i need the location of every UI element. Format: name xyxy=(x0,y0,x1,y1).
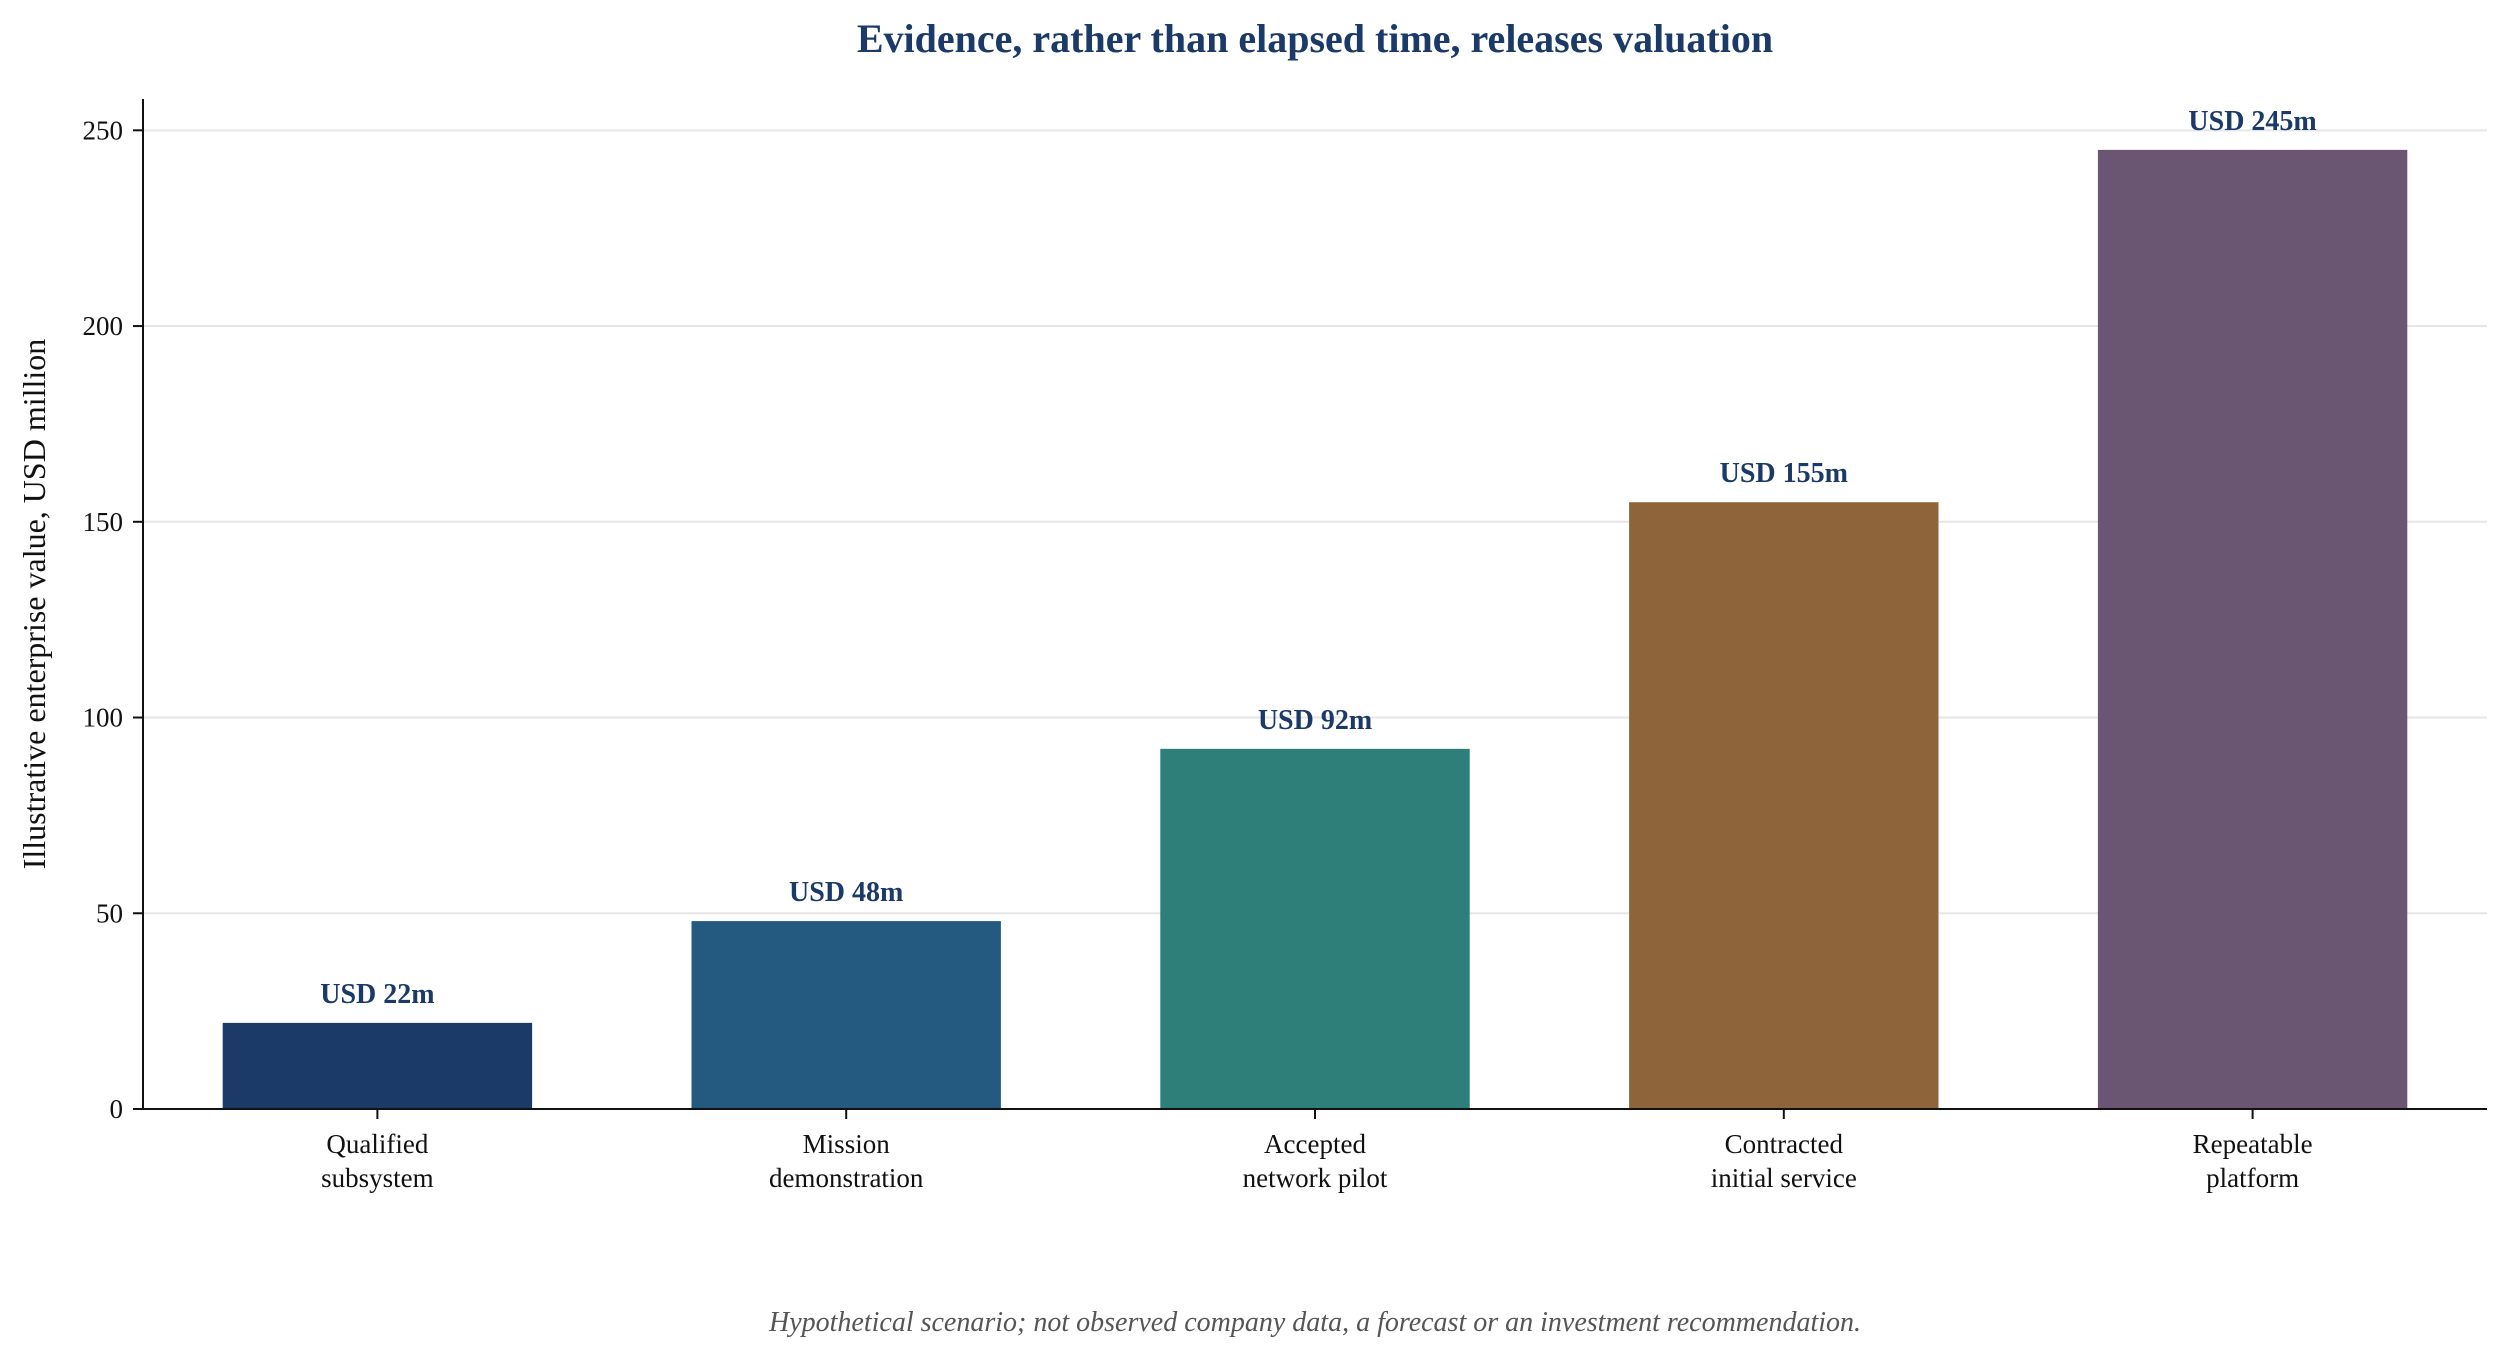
data-label: USD 92m xyxy=(1258,705,1372,736)
gridlines xyxy=(143,129,2487,915)
y-tick-label: 100 xyxy=(83,703,124,733)
x-tick-label: Repeatable platform xyxy=(2193,1129,2313,1193)
x-tick-label-line: network pilot xyxy=(1243,1163,1388,1193)
data-label: USD 245m xyxy=(2188,106,2316,137)
x-tick-label: Accepted network pilot xyxy=(1243,1129,1388,1193)
x-tick-label-line: Accepted xyxy=(1264,1129,1366,1159)
y-axis-label: Illustrative enterprise value, USD milli… xyxy=(16,339,52,870)
bars xyxy=(222,149,2408,1109)
x-tick-label-line: platform xyxy=(2206,1163,2299,1193)
y-tick-label: 200 xyxy=(83,311,124,341)
chart-title: Evidence, rather than elapsed time, rele… xyxy=(857,16,1773,61)
y-ticks: 0 50 100 150 200 250 xyxy=(83,115,143,1124)
data-labels: USD 22m USD 48m USD 92m USD 155m USD 245m xyxy=(320,106,2317,1010)
data-label: USD 22m xyxy=(320,979,434,1010)
bar xyxy=(1629,502,1939,1109)
x-tick-label-line: Mission xyxy=(803,1129,891,1159)
y-tick-label: 250 xyxy=(83,115,124,145)
footnote: Hypothetical scenario; not observed comp… xyxy=(768,1307,1861,1338)
bar xyxy=(2097,149,2408,1109)
x-tick-label: Mission demonstration xyxy=(769,1129,924,1193)
y-tick-label: 150 xyxy=(83,507,124,537)
data-label: USD 48m xyxy=(789,877,903,908)
data-label: USD 155m xyxy=(1720,458,1848,489)
y-tick-label: 0 xyxy=(110,1094,124,1124)
x-tick-label-line: Qualified xyxy=(326,1129,428,1159)
bar xyxy=(1160,748,1470,1109)
x-tick-label-line: initial service xyxy=(1711,1163,1857,1193)
x-tick-label: Qualified subsystem xyxy=(321,1129,434,1193)
y-tick-label: 50 xyxy=(96,898,123,928)
x-tick-label-line: Repeatable xyxy=(2193,1129,2313,1159)
x-tick-label-line: Contracted xyxy=(1725,1129,1844,1159)
bar xyxy=(691,921,1001,1109)
x-tick-label: Contracted initial service xyxy=(1711,1129,1857,1193)
bar xyxy=(222,1022,533,1109)
x-tick-label-line: subsystem xyxy=(321,1163,434,1193)
x-ticks: Qualified subsystem Mission demonstration Ac… xyxy=(321,1109,2313,1193)
x-tick-label-line: demonstration xyxy=(769,1163,924,1193)
